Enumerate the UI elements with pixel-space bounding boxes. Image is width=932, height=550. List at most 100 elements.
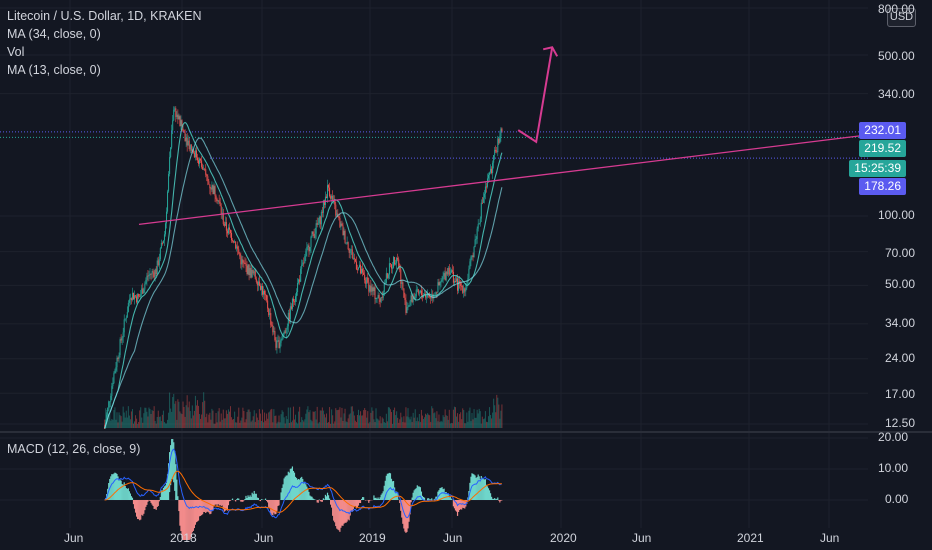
macd-histogram-bar: [418, 486, 420, 500]
candle-body: [275, 340, 277, 348]
trendline[interactable]: [138, 134, 869, 225]
volume-bar: [148, 407, 150, 428]
candle-body: [467, 278, 469, 285]
candle-body: [379, 298, 381, 302]
volume-bar: [142, 422, 144, 428]
candle-body: [302, 262, 304, 265]
volume-bar: [190, 418, 192, 428]
volume-bar: [499, 418, 501, 428]
macd-histogram-bar: [229, 500, 232, 501]
macd-histogram-bar: [339, 500, 341, 532]
volume-bar: [501, 404, 503, 428]
candle-body: [309, 247, 311, 252]
candle-body: [334, 200, 336, 205]
candle-body: [409, 301, 411, 306]
candle-body: [401, 282, 403, 284]
macd-histogram-bar: [125, 488, 127, 500]
macd-histogram-bar: [238, 498, 240, 500]
candle-body: [281, 336, 283, 341]
macd-histogram-bar: [445, 491, 447, 500]
volume-bar: [375, 408, 377, 428]
macd-histogram-bar: [317, 500, 319, 503]
candle-body: [471, 255, 473, 257]
volume-bar: [419, 421, 421, 428]
indicator-ma13[interactable]: MA (13, close, 0): [7, 63, 101, 77]
candle-body: [173, 109, 175, 121]
indicator-ma34[interactable]: MA (34, close, 0): [7, 27, 101, 41]
candle-body: [422, 295, 424, 298]
volume-bar: [194, 395, 196, 428]
macd-histogram-bar: [369, 500, 371, 501]
macd-histogram-bar: [388, 472, 391, 500]
price-axis-tick: 17.00: [885, 387, 916, 401]
volume-bar: [454, 407, 456, 428]
volume-bar: [247, 409, 249, 428]
volume-bar: [451, 423, 453, 428]
candle-body: [144, 283, 146, 290]
projection-arrow[interactable]: [517, 47, 554, 144]
candle-body: [347, 242, 349, 250]
macd-histogram-bar: [158, 500, 160, 502]
candle-body: [381, 296, 383, 298]
volume-bar: [203, 392, 205, 428]
candle-body: [376, 297, 378, 299]
candle-body: [152, 271, 154, 273]
volume-bar: [401, 417, 403, 428]
candle-body: [200, 158, 202, 161]
candle-body: [375, 298, 377, 300]
volume-bar: [124, 417, 126, 428]
candle-body: [138, 293, 140, 297]
volume-bar: [302, 419, 304, 428]
candle-body: [460, 283, 462, 286]
macd-histogram-bar: [138, 500, 140, 520]
macd-histogram-bar: [163, 486, 166, 500]
candle-body: [164, 223, 166, 235]
candle-body: [296, 292, 298, 297]
macd-histogram-bar: [479, 478, 481, 500]
candle-body: [501, 128, 503, 133]
volume-bar: [263, 422, 265, 428]
candle-body: [354, 259, 356, 262]
macd-histogram-bar: [422, 497, 425, 500]
macd-histogram-bar: [416, 485, 418, 500]
candle-body: [122, 332, 124, 338]
macd-histogram-bar: [355, 500, 358, 509]
candle-body: [476, 228, 478, 240]
candle-body: [320, 211, 322, 225]
candle-body: [453, 281, 455, 283]
candle-body: [277, 340, 279, 342]
candle-body: [235, 241, 237, 249]
volume-bar: [349, 413, 351, 428]
volume-bar: [493, 398, 495, 428]
volume-bar: [264, 412, 266, 428]
volume-bar: [323, 414, 325, 428]
macd-histogram-bar: [406, 500, 408, 532]
currency-button[interactable]: USD: [887, 8, 916, 27]
candle-body: [213, 186, 215, 195]
macd-histogram-bar: [294, 476, 297, 500]
volume-bar: [444, 409, 446, 428]
candle-body: [312, 231, 314, 235]
symbol-title[interactable]: Litecoin / U.S. Dollar, 1D, KRAKEN: [7, 9, 202, 23]
volume-bar: [471, 412, 473, 428]
indicator-vol[interactable]: Vol: [7, 45, 25, 59]
macd-histogram-bar: [173, 442, 175, 483]
macd-histogram-bar: [429, 499, 431, 500]
volume-bar: [214, 423, 216, 428]
volume-bar: [352, 411, 354, 428]
macd-label[interactable]: MACD (12, 26, close, 9): [7, 442, 141, 456]
volume-bar: [204, 400, 206, 428]
macd-histogram-bar: [142, 500, 144, 516]
price-axis-tick: 12.50: [885, 416, 916, 430]
pane-divider[interactable]: [0, 431, 932, 433]
candle-body: [111, 386, 113, 396]
candle-body: [205, 169, 207, 175]
time-axis-label: Jun: [443, 531, 463, 545]
macd-histogram-bar: [316, 500, 318, 503]
volume-bar: [489, 407, 491, 428]
volume-bar: [168, 412, 170, 428]
volume-bar: [143, 413, 145, 428]
candle-body: [406, 307, 408, 314]
candle-body: [246, 265, 248, 274]
